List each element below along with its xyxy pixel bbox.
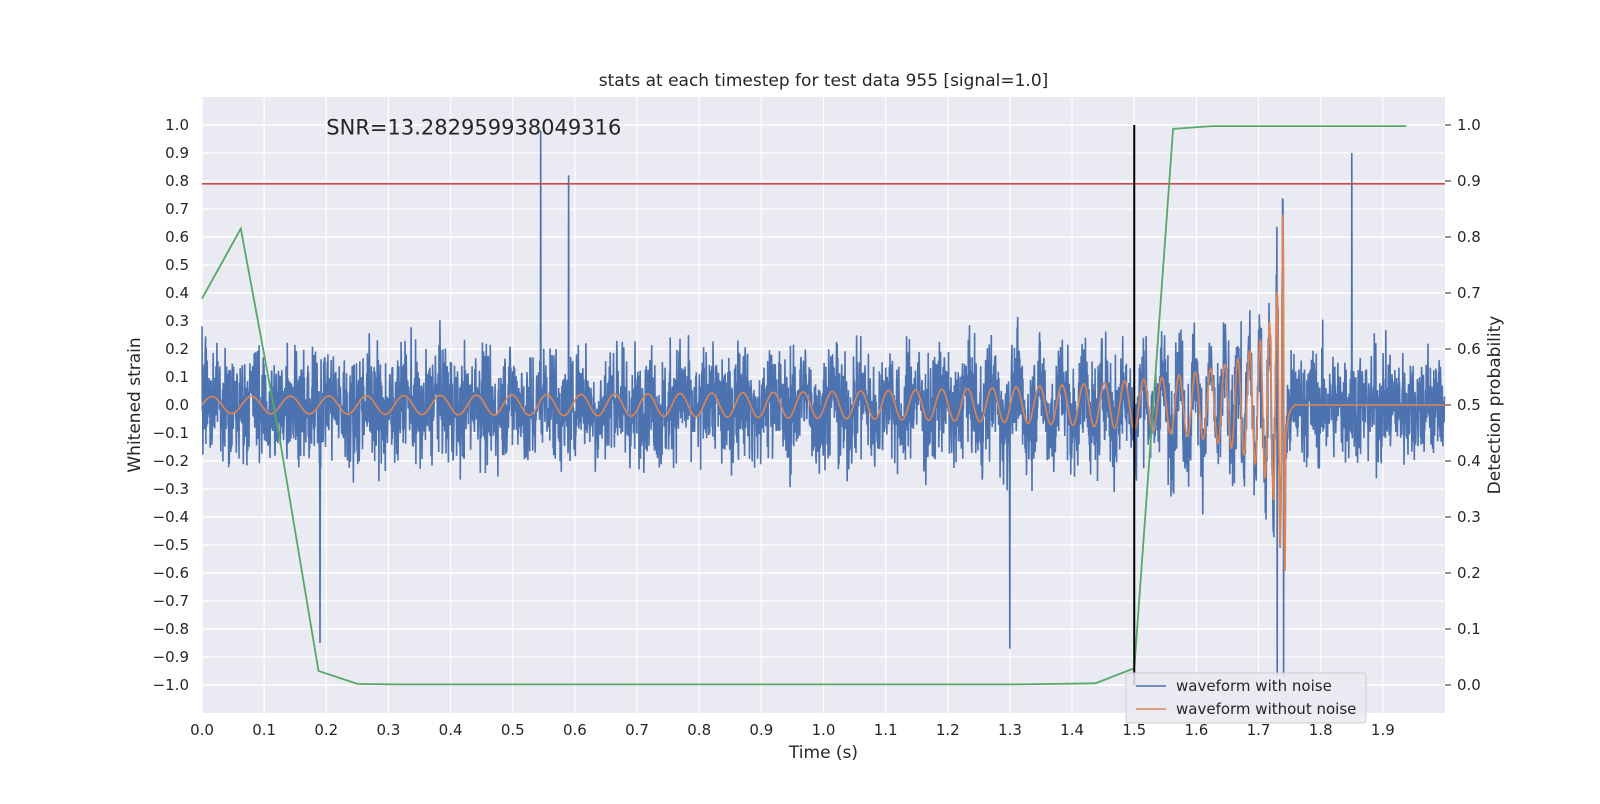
y2-tick-label: 0.3: [1457, 508, 1481, 526]
x-tick-label: 0.3: [377, 721, 401, 739]
y-tick-label: −0.6: [153, 564, 189, 582]
series-detection-probability: [201, 125, 1407, 686]
x-tick-label: 0.2: [314, 721, 338, 739]
chart-title: stats at each timestep for test data 955…: [599, 71, 1049, 91]
y2-axis-label: Detection probability: [1485, 316, 1505, 495]
x-tick-label: 0.5: [501, 721, 525, 739]
y-tick-label: 0.8: [165, 172, 189, 190]
x-tick-label: 0.9: [749, 721, 773, 739]
legend: waveform with noise waveform without noi…: [1125, 672, 1367, 724]
y-tick-label: −1.0: [153, 676, 189, 694]
axes: 0.0 0.1 0.2 0.3 0.4 0.5 0.6 0.7 0.8 0.9 1.0 1.1 1.2 1…: [153, 116, 1481, 739]
y-tick-label: 0.6: [165, 228, 189, 246]
y2-tick-label: 0.0: [1457, 676, 1481, 694]
y-tick-label: 0.2: [165, 340, 189, 358]
x-tick-label: 0.0: [190, 721, 214, 739]
y-tick-label: −0.9: [153, 648, 189, 666]
y-tick-label: 0.5: [165, 256, 189, 274]
data-layer: [201, 125, 1446, 686]
x-tick-label: 0.6: [563, 721, 587, 739]
y2-tick-label: 0.2: [1457, 564, 1481, 582]
x-tick-label: 1.1: [874, 721, 898, 739]
x-tick-label: 1.8: [1309, 721, 1333, 739]
y2-tick-label: 0.8: [1457, 228, 1481, 246]
x-tick-label: 1.9: [1371, 721, 1395, 739]
x-tick-label: 1.2: [936, 721, 960, 739]
y-tick-label: 0.0: [165, 396, 189, 414]
y2-tick-label: 0.6: [1457, 340, 1481, 358]
legend-box: [1125, 672, 1367, 724]
y-tick-label: −0.2: [153, 452, 189, 470]
x-tick-label: 1.0: [812, 721, 836, 739]
x-tick-label: 1.6: [1184, 721, 1208, 739]
y-tick-label: −0.1: [153, 424, 189, 442]
x-tick-label: 1.5: [1122, 721, 1146, 739]
y2-tick-label: 0.1: [1457, 620, 1481, 638]
x-tick-label: 1.7: [1247, 721, 1271, 739]
x-tick-label: 0.8: [687, 721, 711, 739]
legend-label-clean: waveform without noise: [1176, 700, 1356, 718]
y-tick-label: 0.7: [165, 200, 189, 218]
y-tick-label: 0.4: [165, 284, 189, 302]
y-axis-label: Whitened strain: [125, 337, 145, 472]
x-axis-label: Time (s): [788, 743, 858, 763]
y-tick-label: −0.5: [153, 536, 189, 554]
y-tick-label: −0.8: [153, 620, 189, 638]
y-tick-label: −0.3: [153, 480, 189, 498]
y2-tick-label: 0.7: [1457, 284, 1481, 302]
legend-label-noisy: waveform with noise: [1176, 677, 1332, 695]
y-tick-label: 0.1: [165, 368, 189, 386]
y-tick-label: 1.0: [165, 116, 189, 134]
y2-tick-label: 0.5: [1457, 396, 1481, 414]
x-tick-label: 0.4: [439, 721, 463, 739]
series-waveform-without-noise: [201, 214, 1445, 571]
y-tick-label: −0.4: [153, 508, 189, 526]
y2-tick-label: 1.0: [1457, 116, 1481, 134]
x-tick-label: 0.7: [625, 721, 649, 739]
y2-tick-label: 0.4: [1457, 452, 1481, 470]
y-tick-label: 0.3: [165, 312, 189, 330]
x-tick-label: 1.3: [998, 721, 1022, 739]
x-tick-label: 0.1: [252, 721, 276, 739]
x-tick-label: 1.4: [1060, 721, 1084, 739]
snr-annotation: SNR=13.282959938049316: [326, 115, 621, 139]
y-tick-label: 0.9: [165, 144, 189, 162]
y-tick-label: −0.7: [153, 592, 189, 610]
series-waveform-with-noise: [201, 130, 1446, 677]
y2-tick-label: 0.9: [1457, 172, 1481, 190]
